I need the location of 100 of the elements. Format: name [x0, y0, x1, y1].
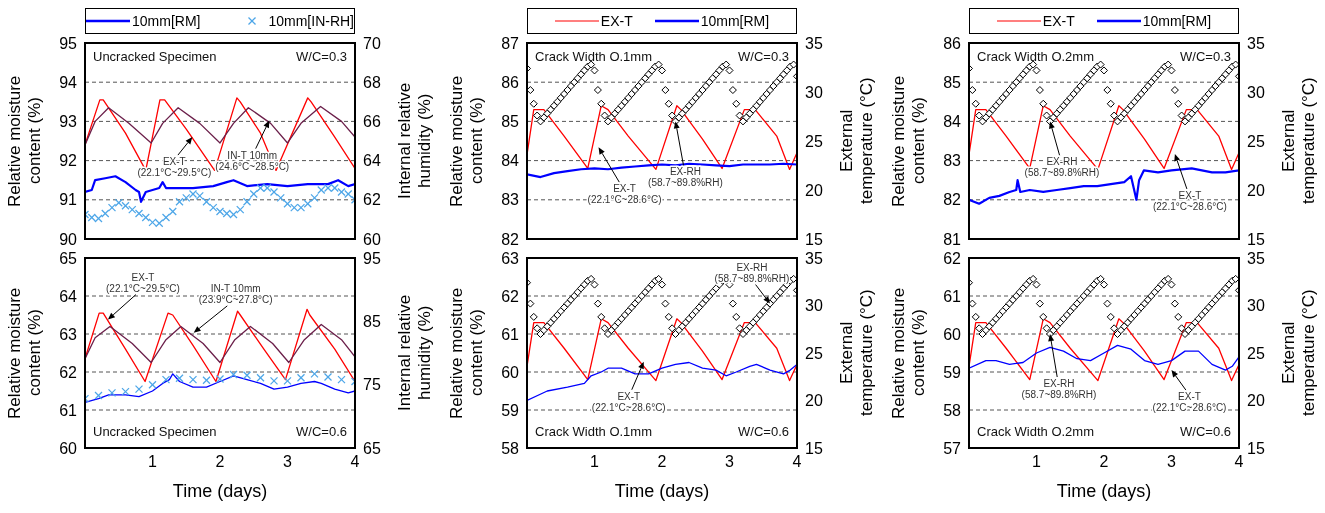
y2-axis-title: External temperature (°C): [1279, 76, 1319, 207]
text: W/C=0.3: [296, 49, 347, 64]
text: Uncracked Specimen: [93, 424, 217, 439]
legend-label: EX-T: [1042, 13, 1075, 29]
y2-tick-label: 20: [1247, 392, 1265, 410]
y2-tick-label: 30: [1247, 83, 1265, 101]
annotation: IN-T 10mm (23.9°C~27.8°C): [198, 282, 273, 305]
y2-tick-label: 62: [363, 191, 381, 209]
y2-tick-label: 35: [1247, 34, 1265, 52]
y-tick-label: 65: [59, 249, 78, 267]
y-tick-label: 83: [943, 152, 962, 170]
y2-tick-label: 68: [363, 73, 381, 91]
text: Crack Width O.2mm: [977, 49, 1095, 64]
x-tick-label: 1: [1032, 453, 1042, 471]
line-series: [969, 344, 1239, 371]
y-tick-label: 59: [943, 363, 962, 381]
y-tick-label: 63: [501, 249, 520, 267]
text: Crack Width O.1mm: [535, 424, 653, 439]
text: Crack Width O.2mm: [977, 424, 1095, 439]
y2-tick-label: 30: [805, 297, 823, 315]
text: W/C=0.3: [738, 49, 789, 64]
x-tick-label: 3: [725, 453, 735, 471]
y2-tick-label: 75: [363, 376, 381, 394]
annotation: EX-T (22.1°C~29.5°C): [106, 271, 180, 294]
text: W/C=0.3: [1180, 49, 1231, 64]
y2-tick-label: 35: [805, 34, 823, 52]
y-tick-label: 60: [943, 325, 962, 343]
y2-axis-title: External temperature (°C): [837, 288, 877, 419]
legend-label: EX-T: [600, 13, 633, 29]
y2-tick-label: 20: [805, 392, 823, 410]
y-tick-label: 63: [59, 325, 78, 343]
y2-tick-label: 95: [363, 249, 381, 267]
y-tick-label: 85: [501, 113, 520, 131]
y-tick-label: 61: [59, 401, 78, 419]
y2-axis-title: Internal relative humidity (%): [395, 293, 435, 414]
y2-tick-label: 64: [363, 152, 381, 170]
y2-tick-label: 35: [1247, 249, 1265, 267]
y-tick-label: 84: [501, 152, 520, 170]
y-tick-label: 86: [943, 34, 962, 52]
y-tick-label: 62: [943, 249, 962, 267]
x-tick-label: 1: [590, 453, 600, 471]
x-tick-label: 2: [215, 453, 225, 471]
y-tick-label: 62: [501, 287, 520, 305]
y2-tick-label: 66: [363, 113, 381, 131]
y-axis-title: Relative moisture content (%): [5, 74, 45, 209]
x-tick-label: 2: [1099, 453, 1109, 471]
y-tick-label: 60: [501, 363, 520, 381]
y-tick-label: 93: [59, 113, 78, 131]
y-tick-label: 58: [943, 401, 962, 419]
y2-tick-label: 70: [363, 34, 381, 52]
x-tick-label: 4: [792, 453, 802, 471]
y2-tick-label: 25: [1247, 132, 1265, 150]
y2-tick-label: 30: [1247, 297, 1265, 315]
y2-tick-label: 20: [1247, 181, 1265, 199]
y2-tick-label: 85: [363, 313, 381, 331]
annotation: EX-T (22.1°C~28.6°C): [1152, 391, 1227, 414]
y-axis-title: Relative moisture content (%): [889, 74, 929, 209]
y2-tick-label: 25: [1247, 344, 1265, 362]
y-tick-label: 94: [59, 73, 78, 91]
y2-tick-label: 15: [805, 439, 823, 457]
y2-axis-title: Internal relative humidity (%): [395, 81, 435, 202]
y-tick-label: 95: [59, 34, 78, 52]
x-tick-label: 4: [1234, 453, 1244, 471]
x-tick-label: 3: [1167, 453, 1177, 471]
x-axis-title: Time (days): [1055, 481, 1153, 502]
y2-tick-label: 25: [805, 132, 823, 150]
x-axis-title: Time (days): [171, 481, 269, 502]
y-tick-label: 84: [943, 113, 962, 131]
y2-tick-label: 20: [805, 181, 823, 199]
y-axis-title: Relative moisture content (%): [5, 286, 45, 421]
annotation: EX-RH (58.7~89.8%RH): [1021, 378, 1097, 400]
x-axis-title: Time (days): [613, 481, 711, 502]
y-tick-label: 82: [501, 230, 520, 248]
y-tick-label: 83: [501, 191, 520, 209]
line-series: [527, 361, 797, 402]
y-axis-title: Relative moisture content (%): [889, 286, 929, 421]
legend-label: 10mm[RM]: [1142, 13, 1212, 29]
y2-axis-title: External temperature (°C): [1279, 288, 1319, 419]
y-tick-label: 61: [501, 325, 520, 343]
annotation: EX-T (22.1°C~28.6°C): [1152, 189, 1227, 212]
x-tick-label: 1: [148, 453, 158, 471]
annotation: EX-RH (58.7~89.8%RH): [648, 166, 723, 189]
y-tick-label: 92: [59, 152, 78, 170]
y2-tick-label: 65: [363, 439, 381, 457]
y2-tick-label: 30: [805, 83, 823, 101]
y2-tick-label: 15: [1247, 230, 1265, 248]
y-tick-label: 59: [501, 401, 520, 419]
text: W/C=0.6: [738, 424, 789, 439]
y-axis-title: Relative moisture content (%): [447, 286, 487, 421]
y-tick-label: 90: [59, 230, 78, 248]
line-series: [85, 323, 355, 364]
y-tick-label: 91: [59, 191, 78, 209]
y2-tick-label: 15: [1247, 439, 1265, 457]
y-tick-label: 61: [943, 287, 962, 305]
text: W/C=0.6: [1180, 424, 1231, 439]
y-tick-label: 81: [943, 230, 962, 248]
line-series: [85, 105, 355, 146]
x-tick-label: 2: [657, 453, 667, 471]
y2-axis-title: External temperature (°C): [837, 76, 877, 207]
y-tick-label: 87: [501, 34, 520, 52]
